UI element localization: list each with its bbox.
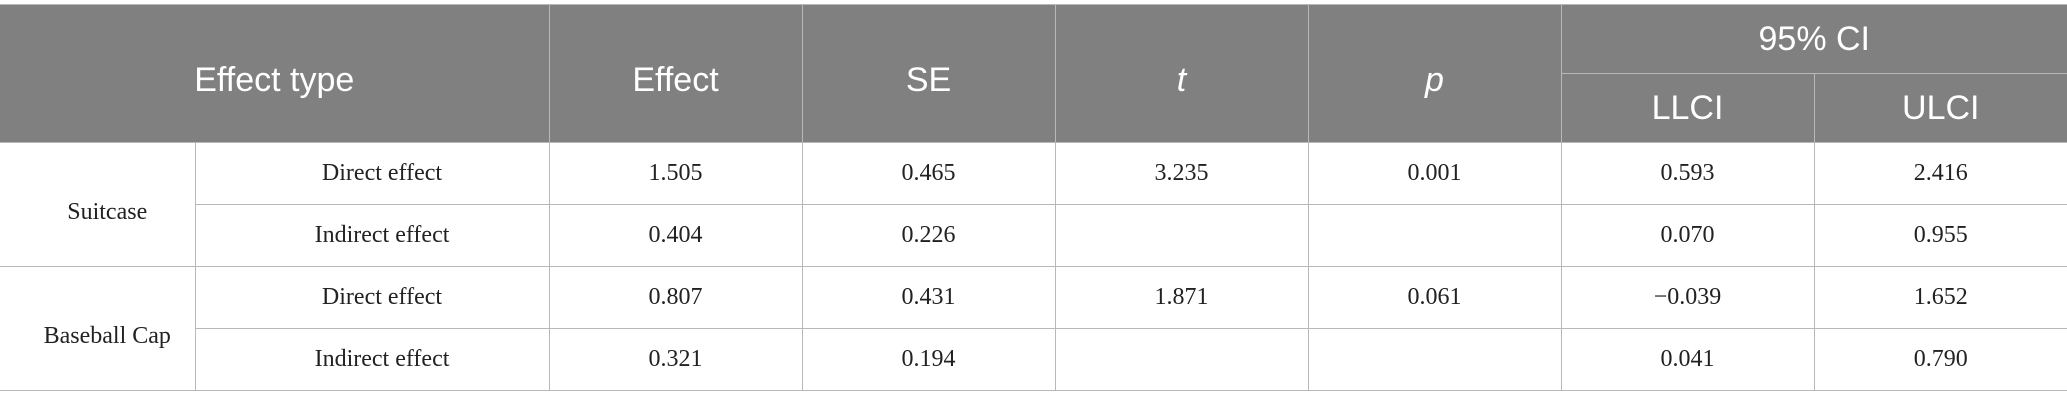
product-label: Baseball Cap [0,266,196,391]
header-ulci: ULCI [1813,73,2067,143]
se-cell: 0.431 [801,266,1056,329]
llci-cell: 0.593 [1560,142,1815,205]
effect-cell: 1.505 [548,142,803,205]
se-cell: 0.465 [801,142,1056,205]
llci-cell: 0.070 [1560,204,1815,267]
t-cell [1054,204,1309,267]
header-p: p [1307,4,1562,143]
header-t: t [1054,4,1309,143]
header-llci: LLCI [1561,73,1815,143]
t-cell [1054,328,1309,391]
effect-cell: 0.321 [548,328,803,391]
llci-cell: 0.041 [1560,328,1815,391]
header-effect: Effect [548,4,803,143]
table-row: Indirect effect 0.404 0.226 0.070 0.955 [0,204,2067,267]
t-cell: 3.235 [1054,142,1309,205]
ulci-cell: 1.652 [1813,266,2067,329]
llci-cell: −0.039 [1560,266,1815,329]
p-cell: 0.061 [1307,266,1562,329]
p-cell [1307,328,1562,391]
header-effect-type: Effect type [0,4,550,143]
se-cell: 0.226 [801,204,1056,267]
table-row: Baseball Cap Direct effect 0.807 0.431 1… [0,266,2067,391]
effect-cell: 0.807 [548,266,803,329]
table-body: Suitcase Direct effect 1.505 0.465 3.235… [0,142,2067,391]
t-cell: 1.871 [1054,266,1309,329]
effect-type-cell: Direct effect [194,142,550,205]
header-ci: 95% CI [1560,4,2067,74]
ulci-cell: 0.790 [1813,328,2067,391]
ulci-cell: 2.416 [1813,142,2067,205]
effect-type-cell: Indirect effect [195,204,550,267]
table-header: Effect type Effect SE t p 95% CI LLCI UL… [0,4,2067,143]
table-row: Suitcase Direct effect 1.505 0.465 3.235… [0,142,2067,267]
mediation-effects-table: Effect type Effect SE t p 95% CI LLCI UL… [0,4,2067,391]
p-cell [1307,204,1562,267]
se-cell: 0.194 [801,328,1056,391]
header-se: SE [801,4,1056,143]
product-label: Suitcase [0,142,196,267]
ulci-cell: 0.955 [1813,204,2067,267]
effect-cell: 0.404 [548,204,803,267]
effect-type-cell: Indirect effect [195,328,550,391]
effect-type-cell: Direct effect [194,266,550,329]
p-cell: 0.001 [1307,142,1562,205]
table-row: Indirect effect 0.321 0.194 0.041 0.790 [0,328,2067,391]
